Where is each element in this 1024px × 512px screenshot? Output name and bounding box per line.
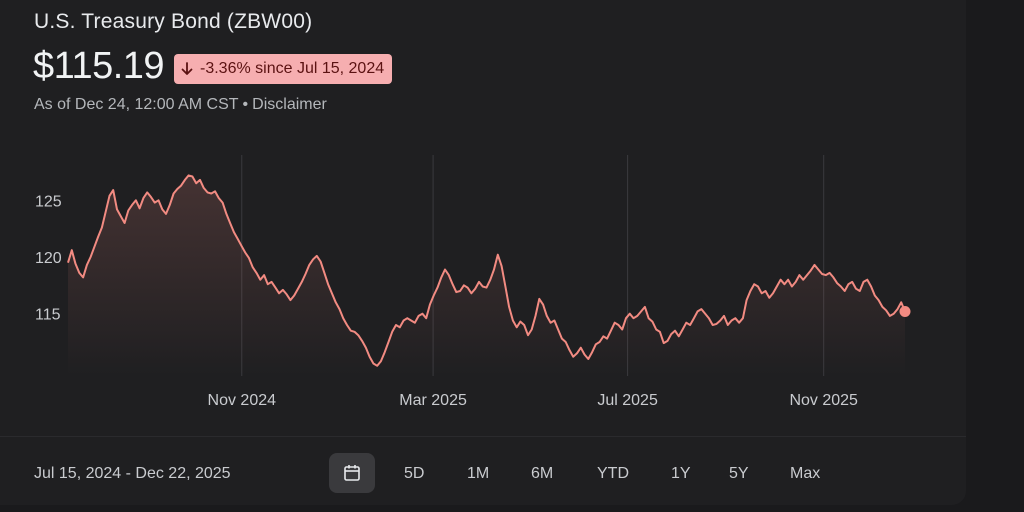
latest-price-point bbox=[899, 306, 911, 318]
period-5y[interactable]: 5Y bbox=[729, 465, 749, 482]
as-of-text: As of Dec 24, 12:00 AM CST bbox=[34, 96, 239, 113]
separator: • bbox=[242, 96, 249, 113]
calendar-icon bbox=[344, 465, 360, 481]
period-1y[interactable]: 1Y bbox=[671, 465, 691, 482]
period-5d[interactable]: 5D bbox=[404, 465, 425, 482]
page-title: U.S. Treasury Bond (ZBW00) bbox=[34, 10, 313, 33]
x-tick-label: Mar 2025 bbox=[399, 392, 467, 409]
y-tick-label: 120 bbox=[35, 250, 62, 267]
calendar-button[interactable] bbox=[329, 453, 375, 493]
price-chart[interactable]: 125 120 115 Nov 2024 Mar 2025 Jul 2025 Nov 20… bbox=[0, 140, 966, 430]
change-badge: -3.36% since Jul 15, 2024 bbox=[174, 54, 393, 84]
period-1m[interactable]: 1M bbox=[467, 465, 490, 482]
arrow-down-icon bbox=[181, 62, 193, 75]
period-6m[interactable]: 6M bbox=[531, 465, 554, 482]
period-max[interactable]: Max bbox=[790, 465, 821, 482]
x-tick-label: Nov 2025 bbox=[789, 392, 858, 409]
period-ytd[interactable]: YTD bbox=[597, 465, 629, 482]
price-area bbox=[68, 175, 905, 376]
y-tick-label: 115 bbox=[35, 307, 61, 324]
range-bar: Jul 15, 2024 - Dec 22, 2025 5D 1M 6M YTD… bbox=[0, 436, 966, 507]
x-tick-label: Nov 2024 bbox=[208, 392, 277, 409]
x-tick-label: Jul 2025 bbox=[597, 392, 658, 409]
date-range[interactable]: Jul 15, 2024 - Dec 22, 2025 bbox=[34, 465, 231, 482]
disclaimer-link[interactable]: Disclaimer bbox=[252, 96, 327, 113]
y-tick-label: 125 bbox=[35, 193, 62, 210]
as-of-line: As of Dec 24, 12:00 AM CST • Disclaimer bbox=[34, 96, 327, 114]
current-price: $115.19 bbox=[33, 45, 165, 87]
change-text: -3.36% since Jul 15, 2024 bbox=[200, 60, 385, 77]
chart-card: U.S. Treasury Bond (ZBW00) $115.19 -3.36… bbox=[0, 10, 966, 507]
price-line bbox=[67, 174, 906, 367]
